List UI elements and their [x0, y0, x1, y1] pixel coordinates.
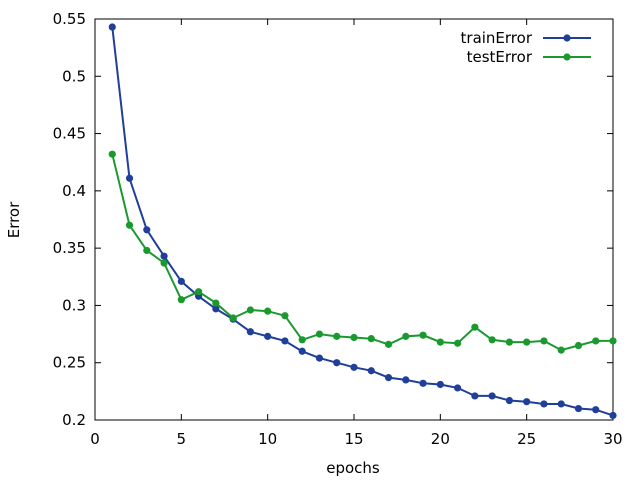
- data-point-testError: [212, 299, 220, 307]
- data-point-trainError: [540, 400, 548, 408]
- data-point-trainError: [557, 400, 565, 408]
- data-point-trainError: [333, 359, 341, 367]
- data-point-trainError: [177, 277, 185, 285]
- legend-label: testError: [467, 48, 533, 66]
- data-point-testError: [281, 312, 289, 320]
- data-point-testError: [384, 340, 393, 348]
- data-point-trainError: [315, 354, 324, 362]
- data-point-testError: [333, 332, 341, 340]
- data-point-testError: [592, 337, 600, 345]
- data-point-testError: [471, 323, 479, 331]
- data-point-trainError: [609, 411, 617, 420]
- y-tick-label: 0.5: [62, 67, 86, 85]
- x-tick-label: 0: [90, 430, 100, 448]
- data-point-testError: [367, 335, 375, 343]
- data-point-testError: [177, 296, 185, 304]
- x-tick-label: 20: [431, 430, 450, 448]
- data-point-trainError: [523, 398, 531, 406]
- data-point-trainError: [298, 347, 306, 355]
- data-point-testError: [523, 338, 531, 346]
- x-tick-label: 25: [517, 430, 536, 448]
- y-tick-label: 0.3: [62, 296, 86, 314]
- data-point-trainError: [281, 337, 289, 345]
- data-point-testError: [454, 339, 462, 347]
- y-axis-title: Error: [5, 201, 23, 238]
- series-line-trainError: [111, 26, 614, 417]
- series-line-testError: [111, 153, 613, 352]
- data-point-trainError: [471, 392, 479, 400]
- x-tick-label: 15: [344, 430, 363, 448]
- data-point-testError: [229, 314, 237, 322]
- data-point-trainError: [454, 384, 462, 392]
- plot-frame: [94, 18, 614, 421]
- data-point-testError: [419, 331, 427, 339]
- data-point-trainError: [384, 374, 393, 382]
- data-point-trainError: [350, 363, 358, 371]
- data-point-testError: [609, 337, 617, 345]
- data-point-testError: [125, 221, 134, 229]
- data-point-testError: [540, 337, 548, 345]
- data-point-trainError: [160, 252, 168, 260]
- legend-swatch-marker: [563, 53, 571, 61]
- x-axis: 0 5 10 15 20 25 30: [90, 19, 623, 448]
- series-layer: [108, 23, 617, 420]
- y-tick-label: 0.45: [53, 125, 86, 143]
- legend-label: trainError: [461, 29, 533, 47]
- data-point-trainError: [505, 396, 513, 405]
- data-point-testError: [298, 336, 306, 344]
- data-point-trainError: [592, 406, 600, 414]
- data-point-testError: [195, 288, 203, 296]
- y-tick-label: 0.35: [53, 239, 86, 257]
- x-tick-label: 30: [603, 430, 622, 448]
- data-point-testError: [350, 333, 358, 342]
- y-tick-label: 0.2: [62, 411, 86, 429]
- data-point-trainError: [367, 367, 375, 375]
- data-point-testError: [402, 332, 410, 340]
- data-point-trainError: [264, 332, 272, 340]
- data-point-testError: [574, 341, 583, 350]
- y-tick-label: 0.55: [53, 10, 86, 28]
- data-point-testError: [505, 338, 513, 346]
- data-point-trainError: [436, 380, 444, 389]
- data-point-trainError: [125, 174, 134, 182]
- data-point-testError: [143, 246, 151, 255]
- y-tick-label: 0.4: [62, 182, 86, 200]
- data-point-testError: [315, 330, 324, 338]
- data-point-testError: [246, 306, 254, 314]
- data-point-testError: [108, 150, 116, 158]
- x-tick-label: 10: [258, 430, 277, 448]
- data-point-testError: [160, 259, 168, 267]
- legend-swatch-marker: [563, 34, 571, 42]
- x-tick-label: 5: [177, 430, 187, 448]
- data-point-trainError: [574, 404, 583, 413]
- data-point-trainError: [108, 23, 116, 31]
- data-point-trainError: [246, 328, 254, 336]
- y-axis: 0.2 0.25 0.3 0.35 0.4 0.45 0.5 0.55: [53, 10, 613, 429]
- data-point-trainError: [212, 305, 220, 313]
- plot-border: [94, 18, 614, 421]
- data-point-testError: [557, 346, 565, 354]
- data-point-trainError: [402, 376, 410, 384]
- data-point-trainError: [419, 379, 427, 387]
- data-point-testError: [264, 307, 272, 315]
- data-point-trainError: [488, 392, 496, 400]
- data-point-testError: [436, 338, 444, 346]
- data-point-trainError: [143, 226, 151, 234]
- data-point-testError: [488, 336, 496, 344]
- y-tick-label: 0.25: [53, 354, 86, 372]
- x-axis-title: epochs: [326, 459, 380, 477]
